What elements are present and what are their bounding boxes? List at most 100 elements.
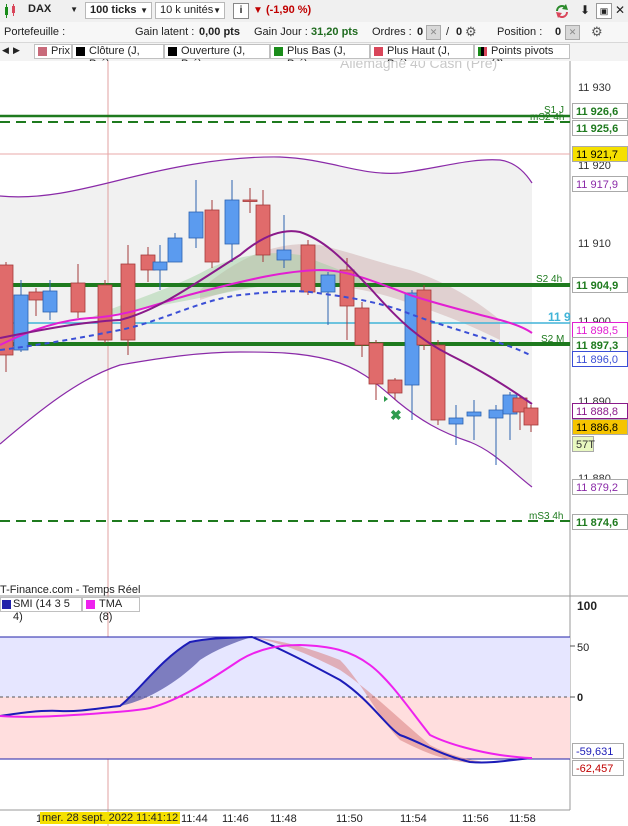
candle-body xyxy=(368,342,384,385)
ticks-select[interactable]: 100 ticks ▼ xyxy=(85,2,152,19)
price-label-ms3-4h: 11 874,6 xyxy=(572,514,628,530)
osc-value-smi: -59,631 xyxy=(572,743,624,759)
chart-type-icon[interactable] xyxy=(3,3,19,19)
down-arrow-icon: ▼ xyxy=(253,5,263,16)
units-select-value: 10 k unités xyxy=(160,4,214,16)
osc-legend-smi[interactable]: SMI (14 3 5 4) xyxy=(0,597,82,623)
scroll-right-icon[interactable]: ▶ xyxy=(13,45,20,55)
candle-body xyxy=(416,289,432,346)
tma-osc-line xyxy=(0,643,533,759)
position-label: Position : xyxy=(497,26,543,38)
legend-swatch xyxy=(76,47,85,56)
orders-settings-icon[interactable]: ⚙ xyxy=(465,24,477,39)
candle-body xyxy=(387,379,403,394)
info-icon[interactable]: i xyxy=(233,3,249,19)
candle-body xyxy=(0,264,14,356)
candle-body xyxy=(224,199,240,245)
ms2-4h-label: mS2 4h xyxy=(530,112,564,123)
arrow-down-icon[interactable]: ⬇ xyxy=(580,3,591,17)
legend-label: SMI (14 3 5 4) xyxy=(13,598,70,623)
s2-4h-label: S2 4h xyxy=(536,274,562,285)
ticks-select-value: 100 ticks xyxy=(90,4,137,16)
time-label: 11:56 xyxy=(462,813,489,825)
time-label: 11:50 xyxy=(336,813,363,825)
price-tick: 11 930 xyxy=(578,82,611,94)
menu-icon[interactable]: ▣ xyxy=(596,3,612,19)
signal-arrow-icon xyxy=(384,396,388,402)
price-label-s2-4h: 11 904,9 xyxy=(572,277,628,293)
price-tick: 11 910 xyxy=(578,238,611,250)
price-label-last-high: 11 888,8 xyxy=(572,403,628,419)
candle-body xyxy=(42,290,58,313)
legend-item-prix[interactable]: Prix xyxy=(34,44,72,59)
refresh-icon[interactable] xyxy=(554,3,570,19)
ma-dashed-line xyxy=(0,290,533,357)
day-gain-value: 31,20 pts xyxy=(311,26,359,38)
smi-tma-fill-blue xyxy=(120,637,252,706)
s2m-label: S2 M xyxy=(541,334,564,345)
smi-line xyxy=(0,635,533,764)
bollinger-lower-line xyxy=(0,351,533,488)
main-toolbar: DAX ▼ 100 ticks ▼ 10 k unités ▼ i ▼ (-1,… xyxy=(0,0,628,23)
chevron-down-icon: ▼ xyxy=(213,6,221,15)
price-change: ▼ (-1,90 %) xyxy=(253,4,312,16)
instrument-select[interactable]: DAX ▼ xyxy=(24,2,81,19)
legend-item-low[interactable]: Plus Bas (J, Pré) xyxy=(270,44,370,70)
position-settings-icon[interactable]: ⚙ xyxy=(591,24,603,39)
buy-signal-icon: ✖ xyxy=(390,407,402,423)
chevron-down-icon: ▼ xyxy=(140,6,148,15)
candle-body xyxy=(430,344,446,421)
legend-swatch xyxy=(478,47,487,56)
candle-body xyxy=(354,307,370,346)
osc-value-tma: -62,457 xyxy=(572,760,624,776)
candle-body xyxy=(204,209,220,263)
candle-body xyxy=(255,204,271,256)
candle-body xyxy=(512,397,528,413)
price-chart[interactable]: Allemagne 40 Cash (Pré) S1 J mS2 4h S2 4… xyxy=(0,61,628,826)
close-icon[interactable]: ✕ xyxy=(614,3,626,17)
smi-tma-fill-red xyxy=(252,637,500,763)
legend-item-pivots[interactable]: Points pivots (J) xyxy=(474,44,570,70)
legend-swatch xyxy=(274,47,283,56)
price-label-s1j: 11 926,6 xyxy=(572,103,628,119)
osc-legend-tma[interactable]: TMA (8) xyxy=(82,597,140,623)
price-label-last: 11 886,8 xyxy=(572,419,628,435)
candle-body xyxy=(466,411,482,417)
candle-body xyxy=(300,244,316,293)
orders-slash: / xyxy=(446,26,450,38)
osc-tick-100: 100 xyxy=(577,599,597,613)
units-select[interactable]: 10 k unités ▼ xyxy=(155,2,225,19)
price-label-upper-band: 11 917,9 xyxy=(572,176,628,192)
legend-item-high[interactable]: Plus Haut (J, Pré) xyxy=(370,44,474,70)
candle-body xyxy=(188,211,204,239)
orders-total: 0 xyxy=(456,26,463,38)
time-cursor-label: mer. 28 sept. 2022 11:41:12 xyxy=(40,812,181,824)
price-label-ms2-4h: 11 925,6 xyxy=(572,120,628,136)
osc-tick-50: 50 xyxy=(577,642,589,654)
oscillator-upper-zone xyxy=(0,637,570,697)
legend-swatch xyxy=(168,47,177,56)
candle-body xyxy=(13,294,29,351)
scroll-left-icon[interactable]: ◀ xyxy=(2,45,9,55)
legend-item-open[interactable]: Ouverture (J, Pré) xyxy=(164,44,270,70)
legend-item-close[interactable]: Clôture (J, Pré) xyxy=(72,44,164,70)
legend-swatch xyxy=(38,47,47,56)
clear-position-icon[interactable]: ✕ xyxy=(565,25,580,40)
legend-swatch xyxy=(86,600,95,609)
time-label: 11:46 xyxy=(222,813,249,825)
time-label: 11:58 xyxy=(509,813,536,825)
portfolio-bar: Portefeuille : Gain latent : 0,00 pts Ga… xyxy=(0,22,628,43)
clear-orders-icon[interactable]: ✕ xyxy=(426,25,441,40)
oscillator-lower-zone xyxy=(0,697,570,759)
time-label: 11:54 xyxy=(400,813,427,825)
purple-ma-line xyxy=(0,230,533,405)
tma-line xyxy=(0,268,533,346)
price-label-lower-band: 11 879,2 xyxy=(572,479,628,495)
chevron-down-icon: ▼ xyxy=(70,5,78,14)
latent-gain-label: Gain latent : xyxy=(135,26,195,38)
candle-body xyxy=(120,263,136,341)
instrument-select-value: DAX xyxy=(28,3,52,15)
legend-swatch xyxy=(374,47,383,56)
indicator-legend-bar: ◀ ▶ Prix Clôture (J, Pré) Ouverture (J, … xyxy=(0,43,628,70)
portfolio-label: Portefeuille : xyxy=(4,26,66,38)
